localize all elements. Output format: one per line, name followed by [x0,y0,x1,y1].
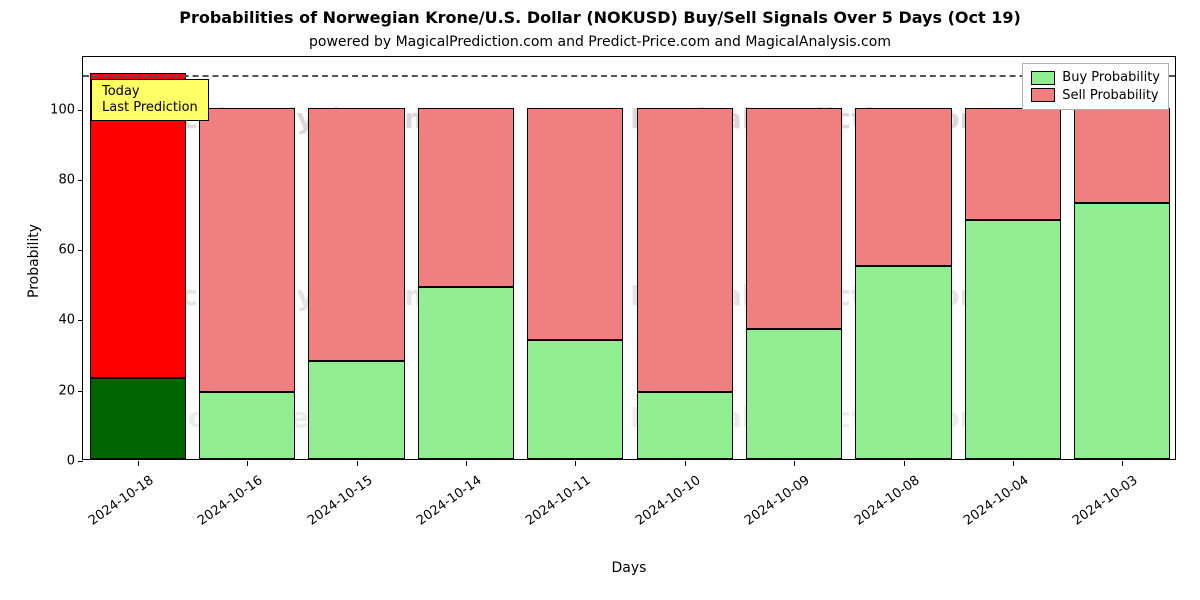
bar-segment-buy [637,392,733,459]
y-tick-label: 40 [35,313,75,328]
chart-figure: Probabilities of Norwegian Krone/U.S. Do… [0,0,1200,600]
bar-segment-buy [308,361,404,459]
bar-segment-buy [199,392,295,459]
legend-label: Buy Probability [1062,69,1160,87]
x-tick-label: 2024-10-11 [520,473,594,531]
x-tick-label: 2024-10-08 [848,473,922,531]
x-tick-label: 2024-10-15 [301,473,375,531]
y-tick-label: 80 [35,172,75,187]
bar-segment-sell [965,108,1061,220]
bar-segment-sell [746,108,842,329]
bar-segment-buy [90,378,186,459]
x-tick-mark [575,461,576,466]
y-tick-mark [78,320,83,321]
annotation-line2: Last Prediction [102,100,198,115]
y-tick-label: 20 [35,383,75,398]
bar-segment-sell [637,108,733,393]
x-tick-label: 2024-10-16 [192,473,266,531]
chart-title: Probabilities of Norwegian Krone/U.S. Do… [0,8,1200,27]
bar-segment-sell [418,108,514,287]
x-tick-label: 2024-10-09 [739,473,813,531]
legend-swatch [1031,88,1055,102]
bar-segment-buy [965,220,1061,459]
bar-group [855,108,951,459]
x-tick-mark [1013,461,1014,466]
x-tick-mark [904,461,905,466]
x-tick-mark [794,461,795,466]
plot-area: MagicalAnalysis.comMagicalPrediction.com… [82,56,1176,460]
x-tick-label: 2024-10-10 [629,473,703,531]
bar-group [1074,108,1170,459]
bar-segment-buy [855,266,951,459]
bar-segment-buy [1074,203,1170,459]
x-tick-mark [1122,461,1123,466]
legend-item: Buy Probability [1031,69,1160,87]
x-tick-label: 2024-10-14 [410,473,484,531]
y-tick-label: 0 [35,454,75,469]
bar-segment-sell [308,108,404,361]
bar-group [965,108,1061,459]
bar-group [418,108,514,459]
bar-group [746,108,842,459]
bar-segment-sell [527,108,623,340]
bar-segment-sell [1074,108,1170,203]
x-tick-mark [138,461,139,466]
y-tick-mark [78,461,83,462]
bar-group [90,73,186,459]
y-tick-label: 100 [35,102,75,117]
x-tick-mark [466,461,467,466]
bar-group [527,108,623,459]
legend: Buy ProbabilitySell Probability [1022,63,1169,110]
legend-label: Sell Probability [1062,87,1158,105]
annotation-line1: Today [102,84,140,99]
y-tick-mark [78,391,83,392]
bar-segment-sell [199,108,295,393]
bar-segment-sell [855,108,951,266]
bar-group [308,108,404,459]
x-tick-mark [247,461,248,466]
bar-group [199,108,295,459]
x-axis-label: Days [82,560,1176,576]
legend-swatch [1031,71,1055,85]
x-tick-mark [685,461,686,466]
bar-segment-buy [746,329,842,459]
x-tick-mark [357,461,358,466]
reference-line [83,75,1175,77]
bar-group [637,108,733,459]
bar-segment-buy [418,287,514,459]
x-tick-label: 2024-10-18 [82,473,156,531]
legend-item: Sell Probability [1031,87,1160,105]
x-tick-label: 2024-10-03 [1067,473,1141,531]
chart-subtitle: powered by MagicalPrediction.com and Pre… [0,34,1200,50]
y-tick-mark [78,110,83,111]
today-annotation: TodayLast Prediction [91,79,209,122]
x-tick-label: 2024-10-04 [957,473,1031,531]
y-tick-mark [78,250,83,251]
y-tick-mark [78,180,83,181]
y-axis-label: Probability [26,224,42,298]
bar-segment-buy [527,340,623,459]
y-tick-label: 60 [35,243,75,258]
